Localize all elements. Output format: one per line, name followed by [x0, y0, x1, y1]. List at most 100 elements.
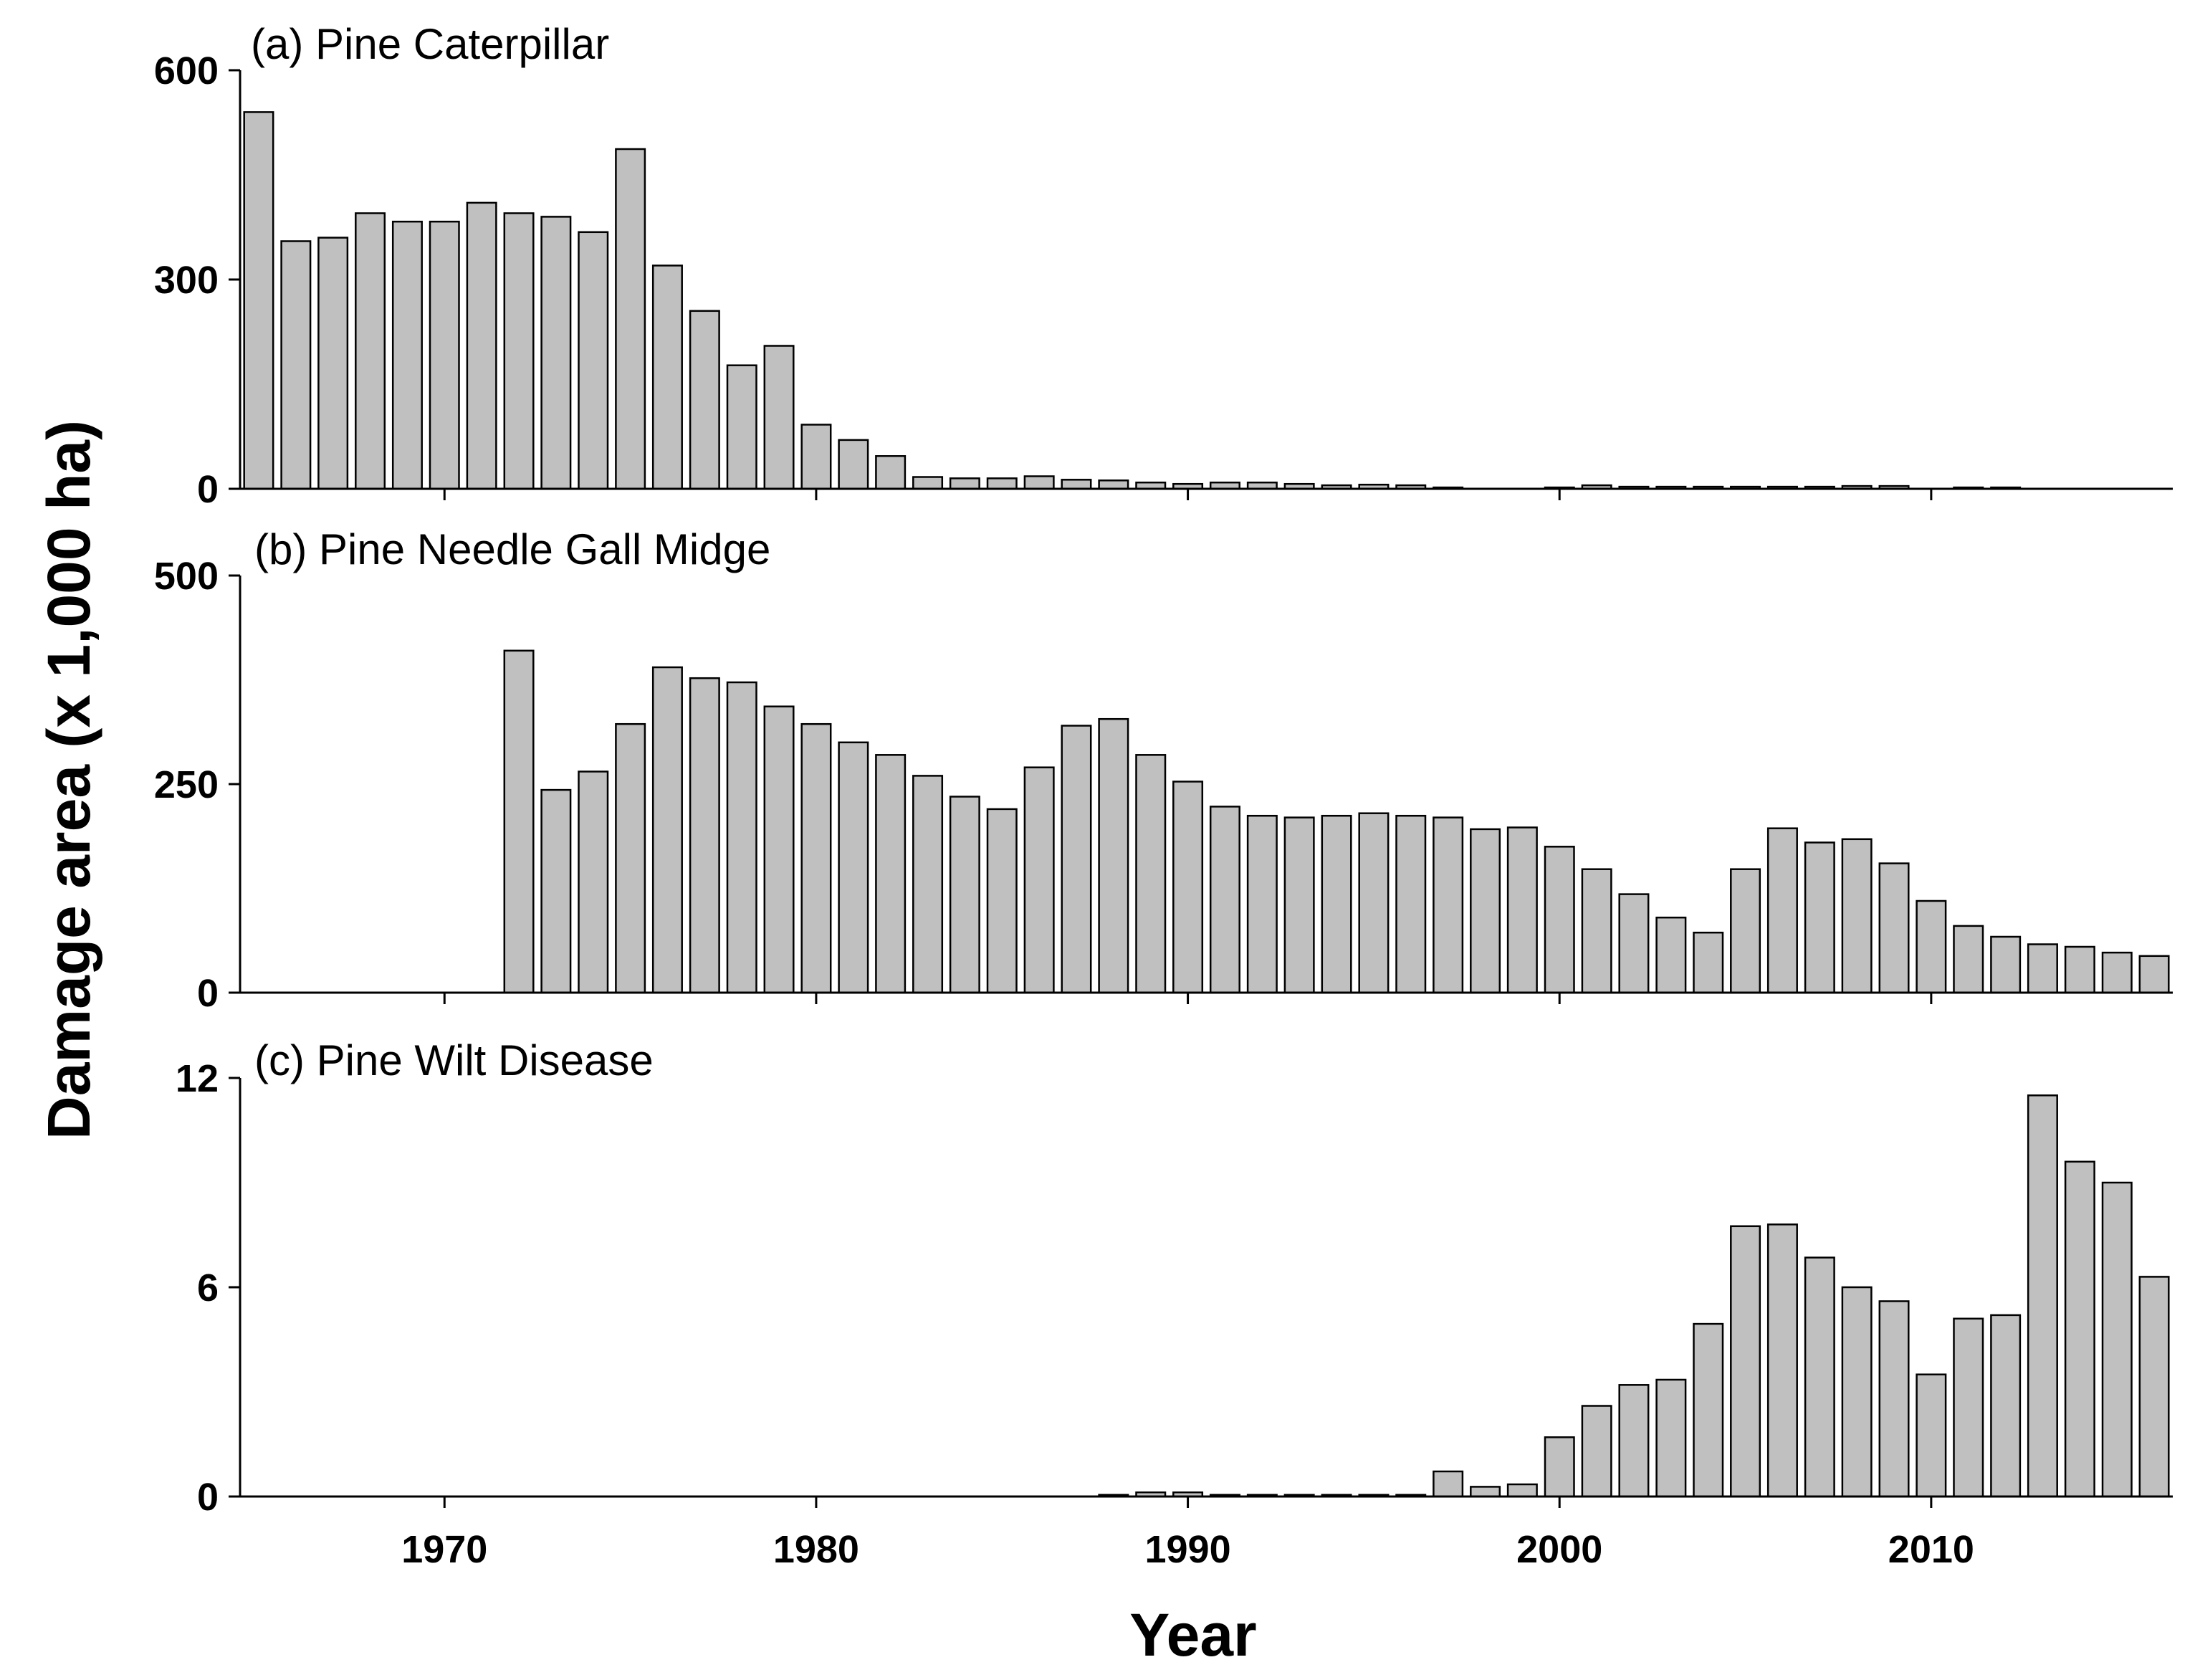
- bar-2010: [1916, 1373, 1947, 1498]
- bar-1982: [875, 455, 907, 490]
- bar-2000: [1544, 1436, 1575, 1498]
- bar-1991: [1209, 806, 1240, 994]
- panel-title: (c) Pine Wilt Disease: [254, 1036, 654, 1084]
- y-tick-label: 0: [197, 468, 219, 511]
- bar-2014: [2064, 1160, 2095, 1498]
- bar-1978: [726, 364, 757, 490]
- y-tick-label: 12: [176, 1057, 219, 1100]
- bar-1984: [949, 477, 980, 490]
- bar-1967: [317, 237, 349, 490]
- bar-1987: [1061, 479, 1092, 490]
- bar-2002: [1618, 1384, 1650, 1498]
- panel-pine-caterpillar: (a) Pine Caterpillar 0 300 600: [154, 20, 2173, 511]
- bar-2011: [1953, 925, 1984, 994]
- bar-2016: [2138, 1276, 2170, 1498]
- bar-2002: [1618, 893, 1650, 994]
- bar-2010: [1916, 899, 1947, 994]
- bar-1985: [986, 477, 1018, 490]
- bar-1983: [912, 476, 944, 490]
- x-tick-label: 1980: [773, 1528, 859, 1571]
- bar-1976: [651, 666, 683, 994]
- bar-1966: [280, 240, 312, 490]
- bar-1990: [1172, 781, 1204, 994]
- bar-1983: [912, 775, 944, 994]
- panel-pine-wilt-disease: (c) Pine Wilt Disease 0 6 12: [176, 1036, 2173, 1519]
- bar-1980: [800, 424, 832, 490]
- bar-2001: [1581, 868, 1612, 994]
- bar-1981: [838, 439, 869, 490]
- bar-2016: [2138, 955, 2170, 994]
- bar-2006: [1766, 827, 1798, 994]
- bar-2007: [1804, 841, 1835, 994]
- x-axis-title: Year: [1129, 1601, 1257, 1669]
- bar-1980: [800, 722, 832, 994]
- bar-2007: [1804, 1256, 1835, 1498]
- bar-1986: [1023, 766, 1055, 994]
- bar-2013: [2027, 1094, 2058, 1498]
- bar-1999: [1506, 826, 1538, 994]
- bar-1969: [391, 220, 423, 490]
- bar-1979: [763, 345, 795, 490]
- panel-pine-needle-gall-midge: (b) Pine Needle Gall Midge 0 250 500: [154, 525, 2173, 1015]
- bar-2000: [1544, 846, 1575, 994]
- x-tick-labels: 1970 1980 1990 2000 2010: [401, 1528, 1974, 1571]
- bar-2004: [1693, 931, 1724, 994]
- bar-2005: [1730, 1225, 1761, 1498]
- bar-1988: [1098, 479, 1129, 490]
- bar-2012: [1990, 935, 2022, 994]
- bar-2014: [2064, 945, 2095, 994]
- bar-1974: [578, 770, 609, 994]
- bar-2012: [1990, 1314, 2022, 1498]
- y-axis-title: Damage area (x 1,000 ha): [35, 420, 102, 1140]
- bar-1973: [540, 788, 572, 994]
- bar-1986: [1023, 475, 1055, 490]
- bar-2015: [2101, 951, 2133, 994]
- bar-1998: [1470, 828, 1501, 994]
- bar-1987: [1061, 725, 1092, 994]
- panel-title: (a) Pine Caterpillar: [251, 20, 609, 68]
- y-tick-label: 6: [197, 1266, 219, 1309]
- bar-1994: [1321, 814, 1352, 994]
- bar-1984: [949, 796, 980, 994]
- bar-1976: [651, 264, 683, 490]
- bar-1977: [689, 677, 720, 994]
- y-tick-label: 600: [154, 49, 219, 92]
- bar-2004: [1693, 1322, 1724, 1498]
- bar-1995: [1358, 812, 1390, 994]
- x-tick-label: 2010: [1888, 1528, 1974, 1571]
- bar-1999: [1506, 1483, 1538, 1498]
- bar-1985: [986, 808, 1018, 994]
- bar-1970: [429, 220, 460, 490]
- x-tick-label: 1970: [401, 1528, 487, 1571]
- bar-1979: [763, 705, 795, 994]
- bar-1971: [466, 201, 497, 490]
- bar-1981: [838, 741, 869, 994]
- bar-1996: [1395, 814, 1427, 994]
- y-tick-label: 0: [197, 1476, 219, 1519]
- bar-1977: [689, 310, 720, 490]
- bar-1975: [615, 722, 646, 994]
- bar-2001: [1581, 1405, 1612, 1498]
- bar-2006: [1766, 1223, 1798, 1498]
- bar-1989: [1135, 754, 1167, 994]
- bar-2003: [1655, 1378, 1687, 1498]
- bar-1988: [1098, 717, 1129, 994]
- bar-2015: [2101, 1181, 2133, 1498]
- bar-1968: [355, 212, 386, 490]
- bar-1965: [243, 111, 274, 490]
- bar-1974: [578, 231, 609, 490]
- y-tick-label: 500: [154, 555, 219, 598]
- bar-2013: [2027, 943, 2058, 994]
- bar-1997: [1433, 1470, 1464, 1498]
- bar-1982: [875, 754, 907, 994]
- bar-1972: [503, 212, 535, 490]
- bar-2009: [1878, 862, 1910, 994]
- x-tick-label: 2000: [1516, 1528, 1602, 1571]
- bar-1998: [1470, 1486, 1501, 1498]
- bar-2005: [1730, 868, 1761, 994]
- bar-2011: [1953, 1317, 1984, 1498]
- bar-2003: [1655, 916, 1687, 994]
- y-tick-label: 300: [154, 259, 219, 302]
- bar-2008: [1841, 1286, 1873, 1498]
